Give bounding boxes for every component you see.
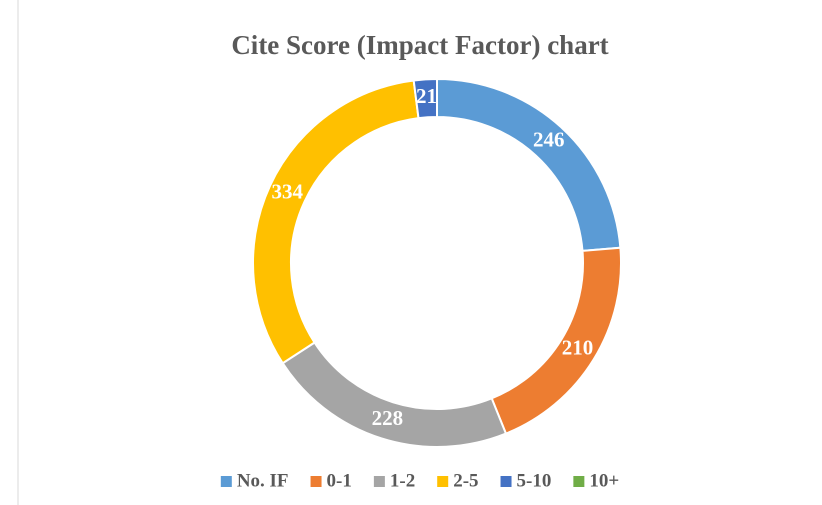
legend-label: 1-2 bbox=[390, 470, 415, 491]
data-label: 246 bbox=[533, 127, 565, 151]
legend-swatch bbox=[373, 476, 385, 487]
data-label: 21 bbox=[416, 84, 437, 108]
data-label: 210 bbox=[562, 335, 594, 359]
chart-title: Cite Score (Impact Factor) chart bbox=[231, 30, 608, 60]
legend-label: 2-5 bbox=[453, 470, 478, 491]
legend-swatch bbox=[573, 476, 585, 487]
legend-swatch bbox=[220, 476, 232, 487]
legend-label: 0-1 bbox=[327, 470, 352, 491]
legend-label: 10+ bbox=[589, 470, 619, 491]
data-label: 334 bbox=[272, 179, 304, 203]
legend-label: 5-10 bbox=[517, 470, 552, 491]
data-label: 228 bbox=[372, 406, 404, 430]
legend-swatch bbox=[500, 476, 512, 487]
legend-swatch bbox=[437, 476, 449, 487]
legend-swatch bbox=[310, 476, 322, 487]
legend-label: No. IF bbox=[237, 470, 289, 491]
